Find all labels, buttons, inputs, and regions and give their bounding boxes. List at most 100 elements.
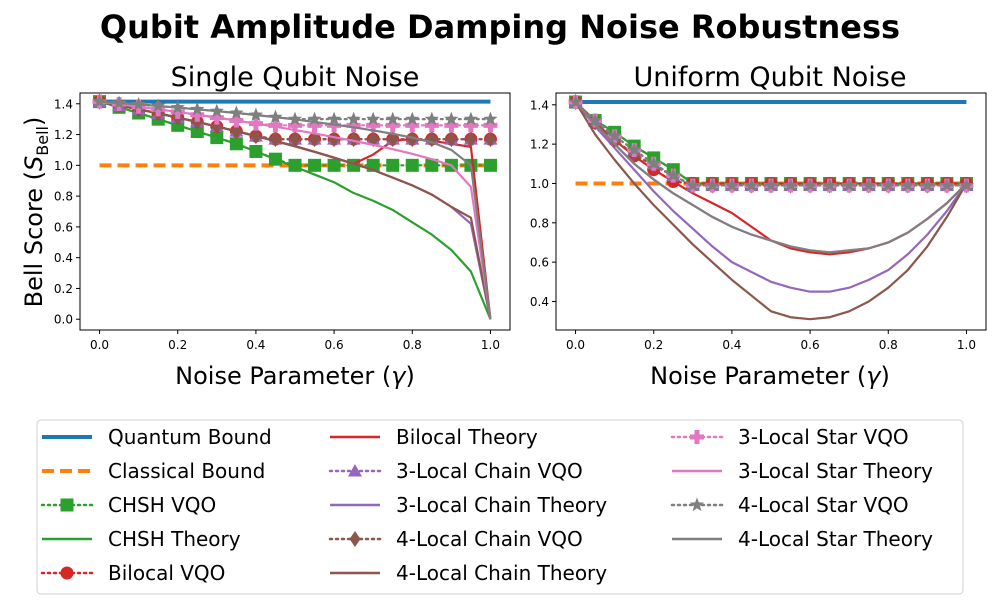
point-4-local-chain-vqo (230, 123, 242, 140)
point-4-local-star-vqo (483, 111, 498, 126)
point-4-local-star-vqo (229, 105, 244, 120)
legend-item-classical-bound: Classical Bound (42, 459, 265, 483)
series-line-4-local-star-theory (574, 101, 968, 254)
legend-item-bilocal-theory: Bilocal Theory (330, 425, 538, 449)
plot-area-uniform-qubit: 0.0 0.2 0.4 0.6 0.8 1.0 0.4 0.6 0.8 1.0 1.2 1.4 (530, 92, 987, 352)
legend-item-3-local-chain-vqo: 3-Local Chain VQO (328, 459, 583, 483)
y-tick-label: 0.4 (530, 295, 549, 309)
x-tick-label: 0.8 (879, 338, 898, 352)
point-4-local-chain-vqo (348, 131, 360, 148)
point-4-local-chain-vqo (309, 131, 321, 148)
figure-title: Qubit Amplitude Damping Noise Robustness (100, 8, 900, 46)
x-axis-label-uniform-qubit: Noise Parameter (γ) (650, 362, 890, 390)
y-tick-label: 1.2 (54, 128, 73, 142)
x-tick-label: 0.4 (246, 338, 265, 352)
legend-swatch-marker (60, 566, 74, 580)
point-4-local-star-vqo (405, 111, 420, 126)
point-3-local-star-vqo (248, 116, 263, 131)
legend-label: 3-Local Chain Theory (396, 493, 607, 517)
point-3-local-star-vqo (346, 118, 361, 133)
point-4-local-chain-vqo (289, 131, 301, 148)
point-4-local-star-vqo (646, 156, 661, 170)
point-4-local-star-vqo (959, 177, 974, 192)
point-3-local-star-vqo (385, 118, 400, 133)
legend-label: 4-Local Chain Theory (396, 561, 607, 585)
legend-item-chsh-vqo: CHSH VQO (40, 493, 216, 517)
point-4-local-star-vqo (346, 111, 361, 126)
series-4-local-star-vqo (92, 94, 498, 126)
point-4-local-chain-vqo (191, 113, 203, 130)
series-chsh-vqo (569, 95, 973, 190)
point-4-local-star-vqo (463, 111, 479, 126)
point-chsh-vqo (386, 158, 400, 172)
point-3-local-star-vqo (307, 118, 322, 133)
y-tick-label: 1.0 (530, 177, 549, 191)
legend-item-bilocal-vqo: Bilocal VQO (40, 561, 225, 585)
legend-label: 3-Local Star VQO (738, 425, 909, 449)
panel-single-qubit-noise: Single Qubit Noise 0.0 0.2 0.4 0.6 0.8 1.00.0… (54, 62, 511, 390)
point-chsh-vqo (229, 137, 243, 151)
point-4-local-chain-vqo (367, 131, 379, 148)
legend-box (36, 419, 964, 595)
x-tick-label: 0.6 (801, 338, 820, 352)
point-3-local-star-vqo (424, 118, 439, 133)
point-4-local-chain-vqo (445, 131, 457, 148)
point-4-local-star-vqo (568, 94, 583, 109)
x-tick-label: 0.2 (644, 338, 663, 352)
x-tick-label: 0.2 (168, 338, 187, 352)
point-chsh-vqo (190, 124, 204, 138)
point-4-local-star-vqo (607, 128, 622, 143)
point-chsh-vqo (268, 152, 282, 166)
point-chsh-vqo (288, 158, 302, 172)
point-3-local-star-vqo (229, 113, 244, 128)
point-4-local-star-vqo (151, 98, 166, 112)
point-4-local-star-vqo (939, 177, 955, 192)
x-tick-label: 1.0 (957, 338, 976, 352)
legend-item-quantum-bound: Quantum Bound (42, 425, 272, 449)
point-4-local-star-vqo (424, 111, 439, 126)
legend-label: Bilocal VQO (108, 561, 225, 585)
point-chsh-vqo (308, 158, 322, 172)
panel-title-single-qubit: Single Qubit Noise (171, 62, 420, 93)
point-4-local-star-vqo (131, 96, 146, 111)
y-axis-label: Bell Score (SBell) (20, 117, 52, 308)
legend-label: CHSH VQO (108, 493, 216, 517)
point-4-local-star-vqo (366, 111, 381, 126)
point-4-local-star-vqo (920, 177, 935, 192)
y-tick-label: 1.2 (530, 138, 549, 152)
panel-title-uniform-qubit: Uniform Qubit Noise (634, 62, 907, 93)
point-4-local-chain-vqo (250, 128, 262, 145)
point-4-local-chain-vqo (269, 131, 281, 148)
point-4-local-star-vqo (248, 107, 264, 122)
point-3-local-star-vqo (209, 110, 224, 125)
point-4-local-star-vqo (900, 177, 915, 192)
point-4-local-chain-vqo (328, 131, 340, 148)
legend-item-4-local-chain-theory: 4-Local Chain Theory (330, 561, 607, 585)
x-axis-label-single-qubit: Noise Parameter (γ) (175, 362, 415, 390)
y-tick-label: 0.6 (54, 220, 73, 234)
point-4-local-star-vqo (861, 177, 876, 192)
x-tick-label: 0.0 (90, 338, 109, 352)
axes-frame-uniform-qubit (555, 92, 987, 331)
plot-area-single-qubit: 0.0 0.2 0.4 0.6 0.8 1.0 0.0 0.2 0.4 0.6 0.8 1.0 1.2 1… (54, 92, 511, 352)
legend-swatch-marker (690, 430, 704, 444)
axes-frame-single-qubit (79, 92, 511, 331)
point-chsh-vqo (327, 158, 341, 172)
point-4-local-star-vqo (763, 177, 779, 192)
point-3-local-star-vqo (190, 107, 205, 122)
series-4-local-star-vqo (568, 94, 974, 192)
x-tick-label: 0.8 (403, 338, 422, 352)
point-4-local-star-vqo (802, 177, 818, 192)
series-4-local-chain-theory (574, 101, 968, 321)
point-chsh-vqo (405, 158, 419, 172)
legend-label: 3-Local Chain VQO (396, 459, 583, 483)
y-tick-label: 1.4 (530, 98, 549, 112)
panel-uniform-qubit-noise: Uniform Qubit Noise 0.0 0.2 0.4 0.6 0.8 1.00.… (530, 62, 987, 390)
point-chsh-vqo (210, 131, 224, 145)
x-tick-label: 1.0 (481, 338, 500, 352)
point-3-local-star-vqo (151, 102, 166, 117)
y-tick-label: 1.0 (54, 159, 73, 173)
point-3-local-star-vqo (288, 118, 302, 133)
point-4-local-star-vqo (385, 111, 400, 126)
point-4-local-star-vqo (268, 109, 283, 124)
